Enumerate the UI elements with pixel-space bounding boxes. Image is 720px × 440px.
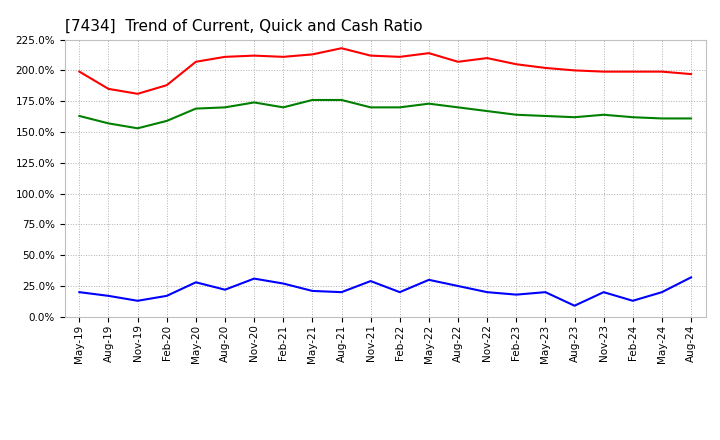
Quick Ratio <box>599 112 608 117</box>
Quick Ratio <box>395 105 404 110</box>
Current Ratio <box>395 54 404 59</box>
Cash Ratio <box>512 292 521 297</box>
Cash Ratio <box>133 298 142 304</box>
Cash Ratio <box>337 290 346 295</box>
Current Ratio <box>425 51 433 56</box>
Quick Ratio <box>163 118 171 124</box>
Quick Ratio <box>337 97 346 103</box>
Cash Ratio <box>425 277 433 282</box>
Current Ratio <box>629 69 637 74</box>
Cash Ratio <box>483 290 492 295</box>
Current Ratio <box>599 69 608 74</box>
Cash Ratio <box>220 287 229 292</box>
Cash Ratio <box>657 290 666 295</box>
Quick Ratio <box>250 100 258 105</box>
Text: [7434]  Trend of Current, Quick and Cash Ratio: [7434] Trend of Current, Quick and Cash … <box>65 19 423 34</box>
Cash Ratio <box>104 293 113 298</box>
Current Ratio <box>104 86 113 92</box>
Quick Ratio <box>279 105 287 110</box>
Quick Ratio <box>220 105 229 110</box>
Line: Current Ratio: Current Ratio <box>79 48 691 94</box>
Current Ratio <box>308 52 317 57</box>
Current Ratio <box>220 54 229 59</box>
Quick Ratio <box>425 101 433 106</box>
Quick Ratio <box>133 126 142 131</box>
Current Ratio <box>687 71 696 77</box>
Quick Ratio <box>570 114 579 120</box>
Cash Ratio <box>541 290 550 295</box>
Cash Ratio <box>570 303 579 308</box>
Line: Quick Ratio: Quick Ratio <box>79 100 691 128</box>
Cash Ratio <box>279 281 287 286</box>
Cash Ratio <box>687 275 696 280</box>
Current Ratio <box>454 59 462 64</box>
Quick Ratio <box>512 112 521 117</box>
Quick Ratio <box>192 106 200 111</box>
Quick Ratio <box>308 97 317 103</box>
Current Ratio <box>337 46 346 51</box>
Current Ratio <box>133 91 142 96</box>
Current Ratio <box>163 83 171 88</box>
Cash Ratio <box>395 290 404 295</box>
Current Ratio <box>541 65 550 70</box>
Cash Ratio <box>250 276 258 281</box>
Quick Ratio <box>366 105 375 110</box>
Current Ratio <box>512 62 521 67</box>
Cash Ratio <box>629 298 637 304</box>
Quick Ratio <box>687 116 696 121</box>
Cash Ratio <box>454 283 462 289</box>
Cash Ratio <box>308 288 317 293</box>
Cash Ratio <box>163 293 171 298</box>
Quick Ratio <box>454 105 462 110</box>
Quick Ratio <box>483 108 492 114</box>
Quick Ratio <box>657 116 666 121</box>
Cash Ratio <box>75 290 84 295</box>
Cash Ratio <box>192 280 200 285</box>
Cash Ratio <box>599 290 608 295</box>
Quick Ratio <box>75 114 84 119</box>
Current Ratio <box>75 69 84 74</box>
Current Ratio <box>366 53 375 58</box>
Current Ratio <box>250 53 258 58</box>
Current Ratio <box>570 68 579 73</box>
Quick Ratio <box>541 114 550 119</box>
Current Ratio <box>279 54 287 59</box>
Quick Ratio <box>104 121 113 126</box>
Line: Cash Ratio: Cash Ratio <box>79 277 691 306</box>
Current Ratio <box>192 59 200 64</box>
Current Ratio <box>657 69 666 74</box>
Quick Ratio <box>629 114 637 120</box>
Cash Ratio <box>366 279 375 284</box>
Current Ratio <box>483 55 492 61</box>
